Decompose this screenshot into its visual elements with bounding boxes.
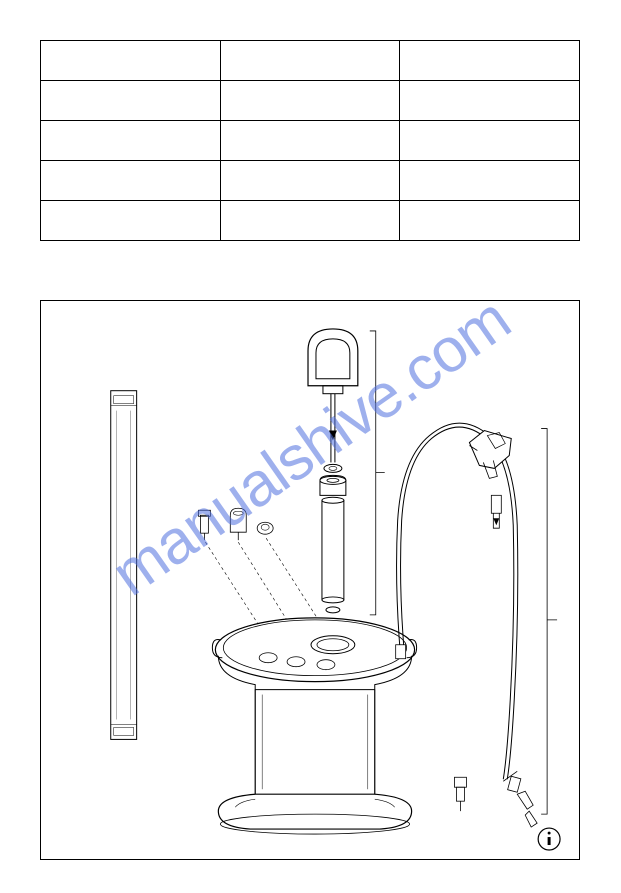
table xyxy=(40,40,580,241)
seal-plug xyxy=(257,522,273,534)
cell xyxy=(400,161,580,201)
tank-body xyxy=(255,690,375,795)
exploded-view-diagram xyxy=(40,300,580,860)
cell xyxy=(400,121,580,161)
table-row xyxy=(41,201,580,241)
lance-adapter xyxy=(491,495,501,528)
table-row xyxy=(41,81,580,121)
cell xyxy=(220,121,400,161)
hose-connector xyxy=(454,777,466,811)
cell xyxy=(220,161,400,201)
table-row xyxy=(41,41,580,81)
bracket xyxy=(370,331,385,615)
tank-base xyxy=(218,794,411,834)
hose-tank-connector xyxy=(396,645,406,659)
nozzle xyxy=(503,771,537,827)
pump-handle xyxy=(308,329,358,394)
assembly-svg xyxy=(41,301,579,859)
pump-rod xyxy=(329,394,337,463)
cell xyxy=(41,201,221,241)
cell xyxy=(220,201,400,241)
cell xyxy=(41,121,221,161)
safety-valve xyxy=(198,510,210,540)
cell xyxy=(220,41,400,81)
table-row xyxy=(41,121,580,161)
bracket xyxy=(541,429,557,815)
cell xyxy=(400,201,580,241)
pump-cylinder xyxy=(322,497,344,603)
table-row xyxy=(41,161,580,201)
strap xyxy=(111,391,137,740)
cell xyxy=(220,81,400,121)
spec-table xyxy=(40,40,580,241)
info-icon xyxy=(538,828,560,850)
cell xyxy=(41,81,221,121)
cell xyxy=(400,41,580,81)
hose xyxy=(397,423,518,779)
pressure-valve xyxy=(230,508,246,540)
cell xyxy=(41,161,221,201)
seal xyxy=(324,464,342,472)
pump-cap xyxy=(320,475,346,495)
o-ring xyxy=(326,607,340,613)
cell xyxy=(41,41,221,81)
cell xyxy=(400,81,580,121)
tank-head xyxy=(212,618,416,690)
